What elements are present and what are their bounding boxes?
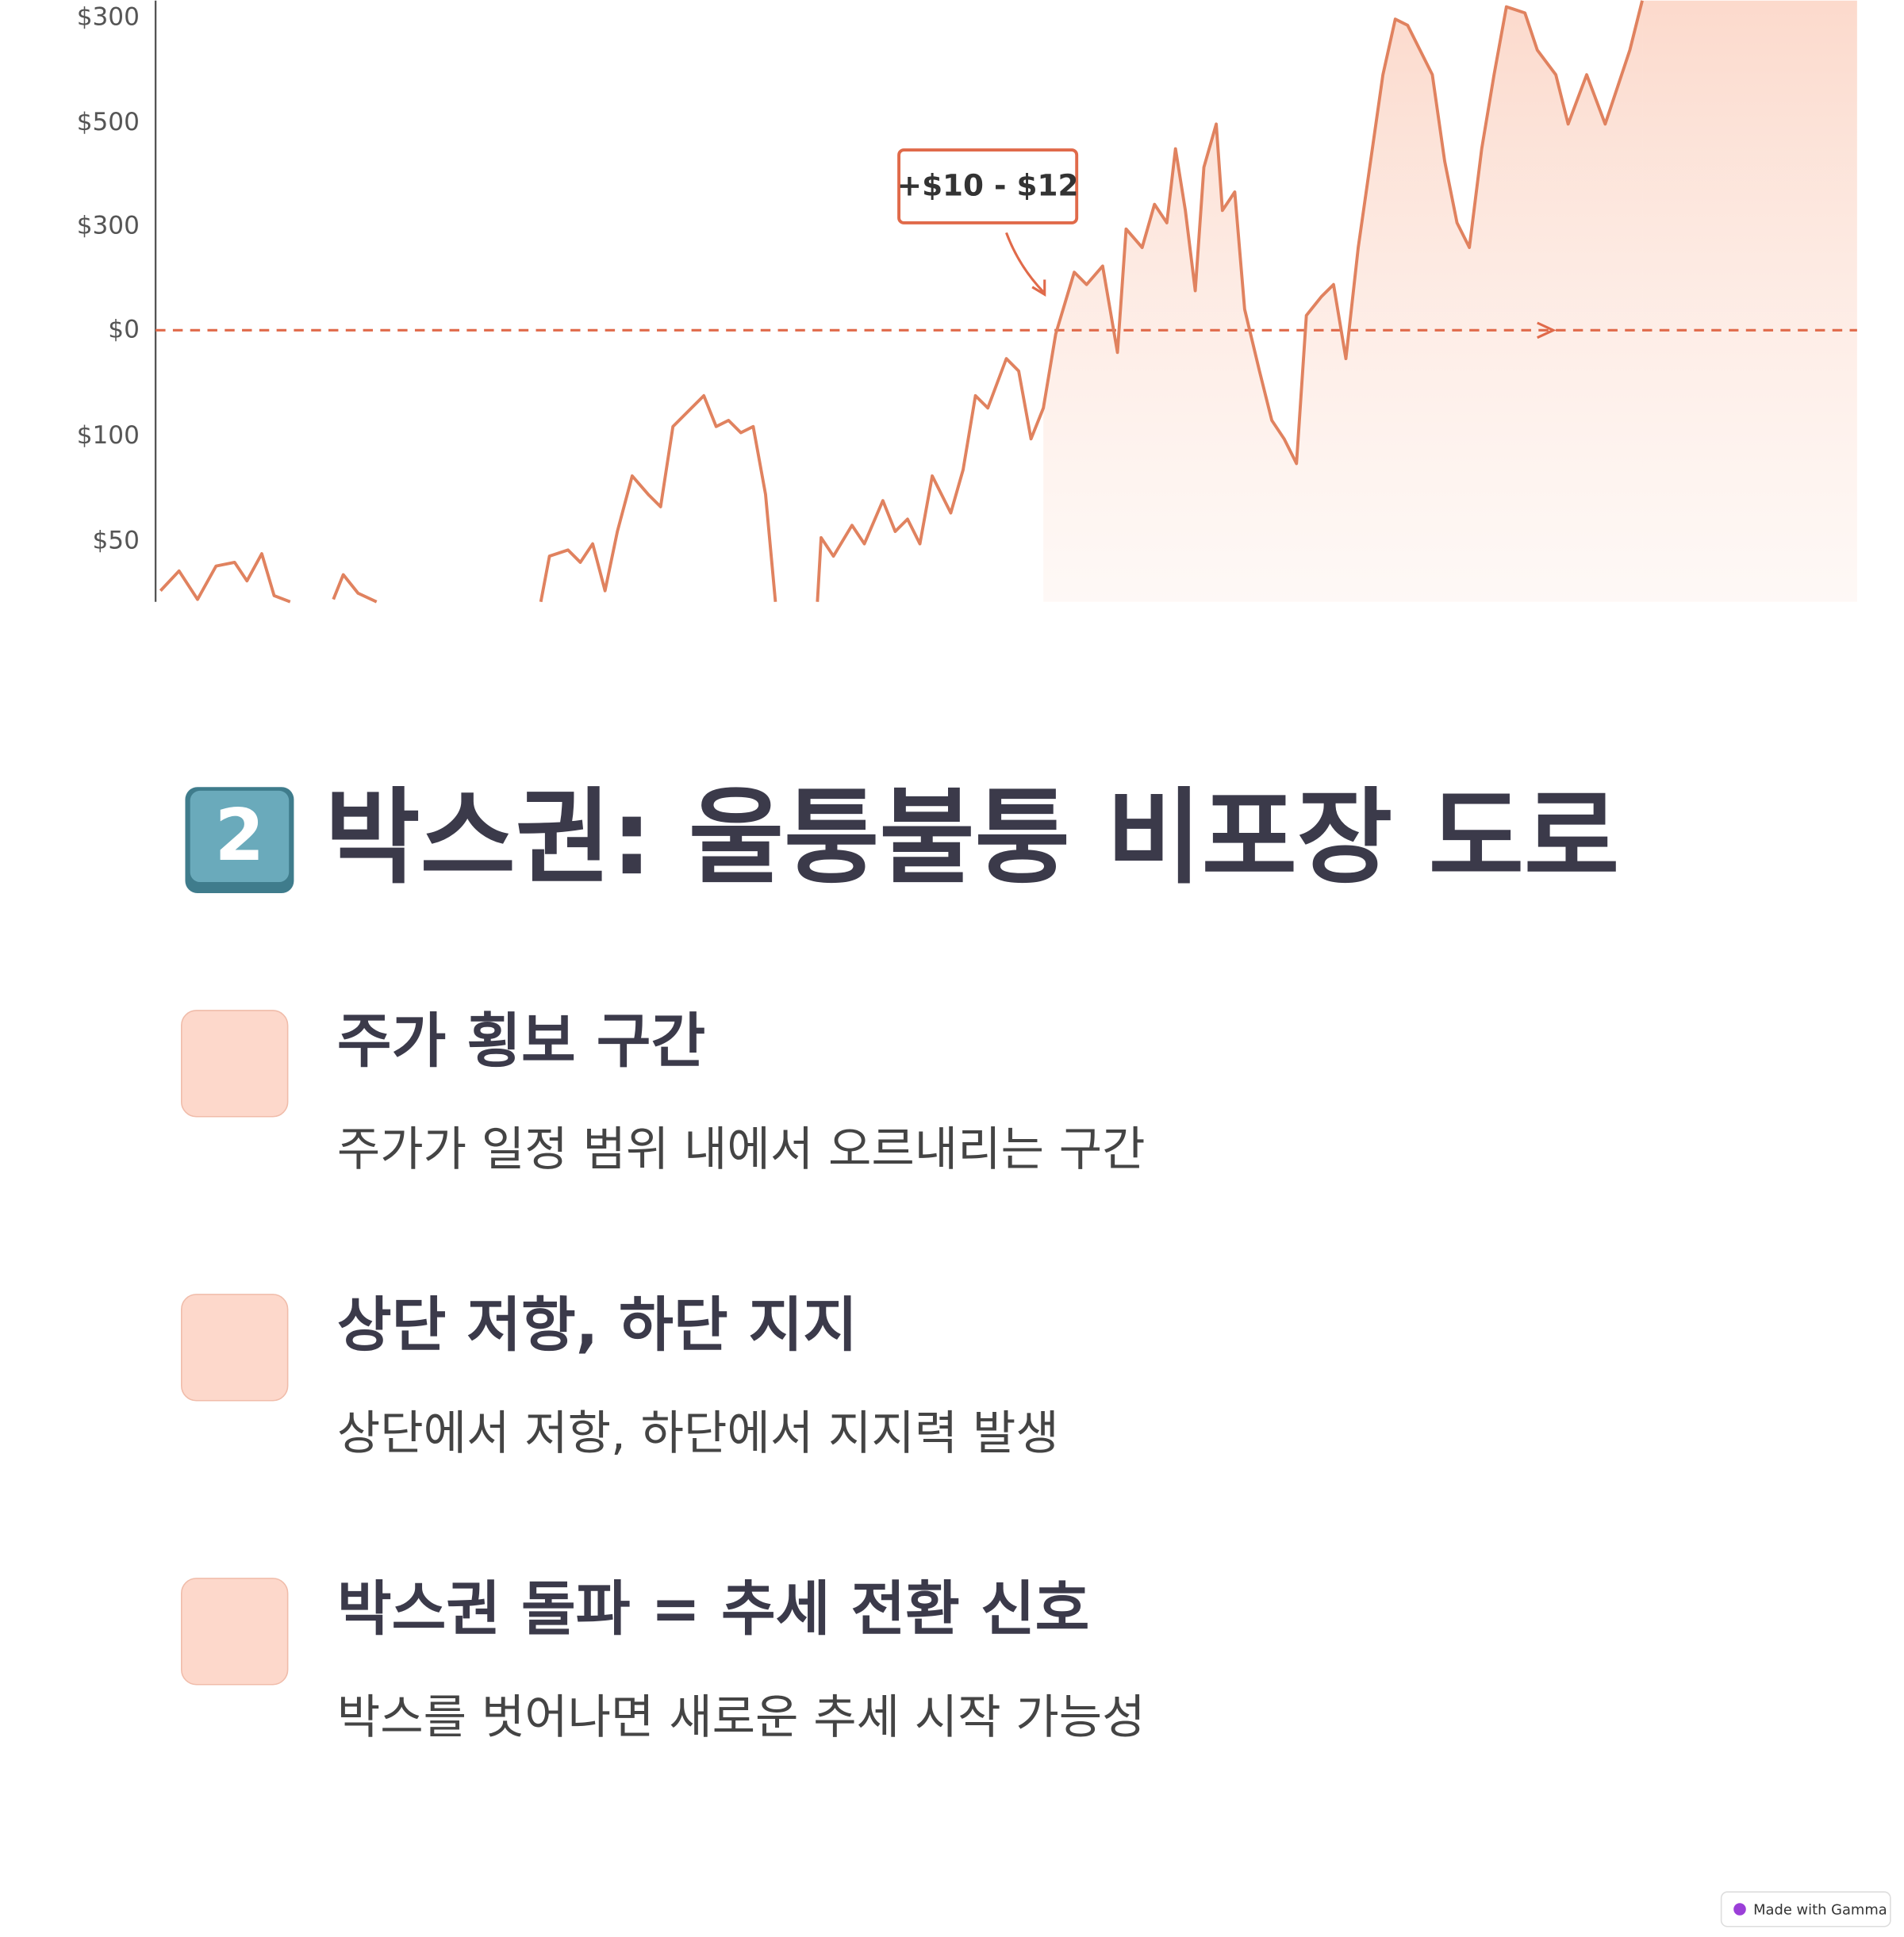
item-text: 주가가 일정 범위 내에서 오르내리는 구간 [337,1122,1146,1176]
item: 박스권 돌파 = 추세 전환 신호 박스를 벗어나면 새로운 추세 시작 가능성 [181,1575,1146,1744]
item-text: 상단에서 저항, 하단에서 지지력 발생 [337,1406,1059,1460]
arrow [1537,321,1557,339]
annotation-arrow [1005,232,1046,297]
y-label: $0 [108,315,140,343]
area-fill [1043,0,1643,602]
keycap-number: 2 [215,794,265,877]
section-title: 박스권: 울퉁불퉁 비포장 도로 [324,777,1619,898]
y-label: $300 [77,212,140,240]
heading: 2 박스권: 울퉁불퉁 비포장 도로 [185,777,1619,898]
item-text: 박스를 벗어나면 새로운 추세 시작 가능성 [337,1690,1146,1744]
keycap-face [190,790,290,883]
item-heading: 주가 횡보 구간 [337,1007,705,1076]
y-label: $100 [77,421,140,450]
y-label: $300 [77,3,140,32]
badge-text[interactable]: Made with Gamma [1753,1902,1887,1919]
item: 상단 저항, 하단 지지 상단에서 저항, 하단에서 지지력 발생 [181,1291,1059,1460]
price-line [159,0,1644,604]
item-heading: 상단 저항, 하단 지지 [337,1291,858,1360]
annotation-box [897,148,1079,224]
chart-image: $300 $500 $300 $0 $100 $50 +$10 - $12 [77,0,1857,604]
y-label: $500 [77,108,140,136]
gamma-badge[interactable]: Made with Gamma [1720,1891,1891,1927]
item-heading: 박스권 돌파 = 추세 전환 신호 [337,1575,1089,1644]
badge-logo [1733,1903,1746,1916]
annotation: +$10 - $12 [897,167,1079,202]
y-label: $50 [92,526,139,554]
badge-box[interactable] [1720,1891,1891,1927]
item-icon [181,1578,289,1686]
area-fill [1642,0,1857,602]
item-icon [181,1294,289,1402]
item-icon [181,1010,289,1118]
item: 주가 횡보 구간 주가가 일정 범위 내에서 오르내리는 구간 [181,1007,1146,1176]
